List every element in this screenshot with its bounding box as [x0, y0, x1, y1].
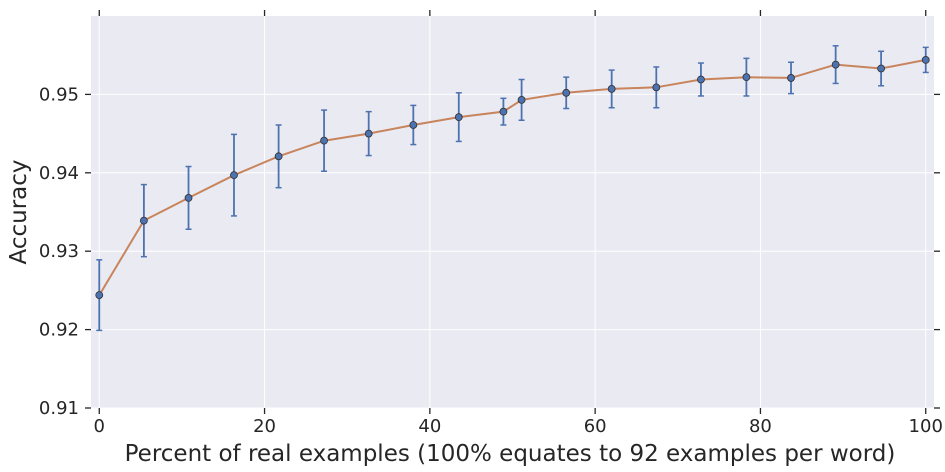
- data-point: [230, 171, 238, 180]
- tick-labels: 0 20 40 60 80 100 0.91 0.92 0.93 0.94 0.95: [39, 84, 943, 437]
- data-point: [652, 83, 661, 92]
- x-tick-label: 100: [909, 416, 943, 437]
- x-tick-label: 80: [749, 416, 772, 437]
- axis-ticks: [85, 10, 940, 414]
- x-axis-label: Percent of real examples (100% equates t…: [125, 441, 896, 467]
- x-tick-label: 0: [94, 416, 105, 437]
- data-point: [454, 113, 463, 122]
- data-point: [95, 291, 104, 300]
- data-point: [607, 85, 616, 93]
- data-point: [831, 60, 840, 69]
- series-line: [98, 58, 926, 296]
- grid: [91, 16, 934, 409]
- y-tick-label: 0.92: [39, 320, 79, 341]
- data-point: [409, 121, 418, 129]
- data-point: [562, 88, 571, 97]
- data-point: [877, 64, 886, 73]
- data-point: [787, 74, 795, 82]
- y-tick-label: 0.93: [39, 241, 79, 262]
- data-points: [95, 56, 930, 300]
- data-point: [742, 73, 751, 82]
- x-tick-label: 60: [584, 416, 607, 437]
- data-point: [697, 75, 705, 84]
- data-point: [517, 95, 526, 104]
- data-point: [921, 56, 930, 64]
- data-point: [364, 129, 373, 138]
- data-point: [274, 152, 283, 161]
- data-point: [139, 216, 148, 225]
- y-axis-label: Accuracy: [6, 159, 32, 264]
- y-tick-label: 0.94: [39, 163, 79, 184]
- data-point: [184, 193, 193, 202]
- data-point: [320, 136, 328, 145]
- y-tick-label: 0.95: [39, 84, 79, 105]
- x-tick-label: 40: [418, 416, 441, 437]
- y-tick-label: 0.91: [39, 398, 79, 419]
- x-tick-label: 20: [253, 416, 276, 437]
- data-point: [499, 107, 508, 116]
- plot-background: [91, 16, 934, 408]
